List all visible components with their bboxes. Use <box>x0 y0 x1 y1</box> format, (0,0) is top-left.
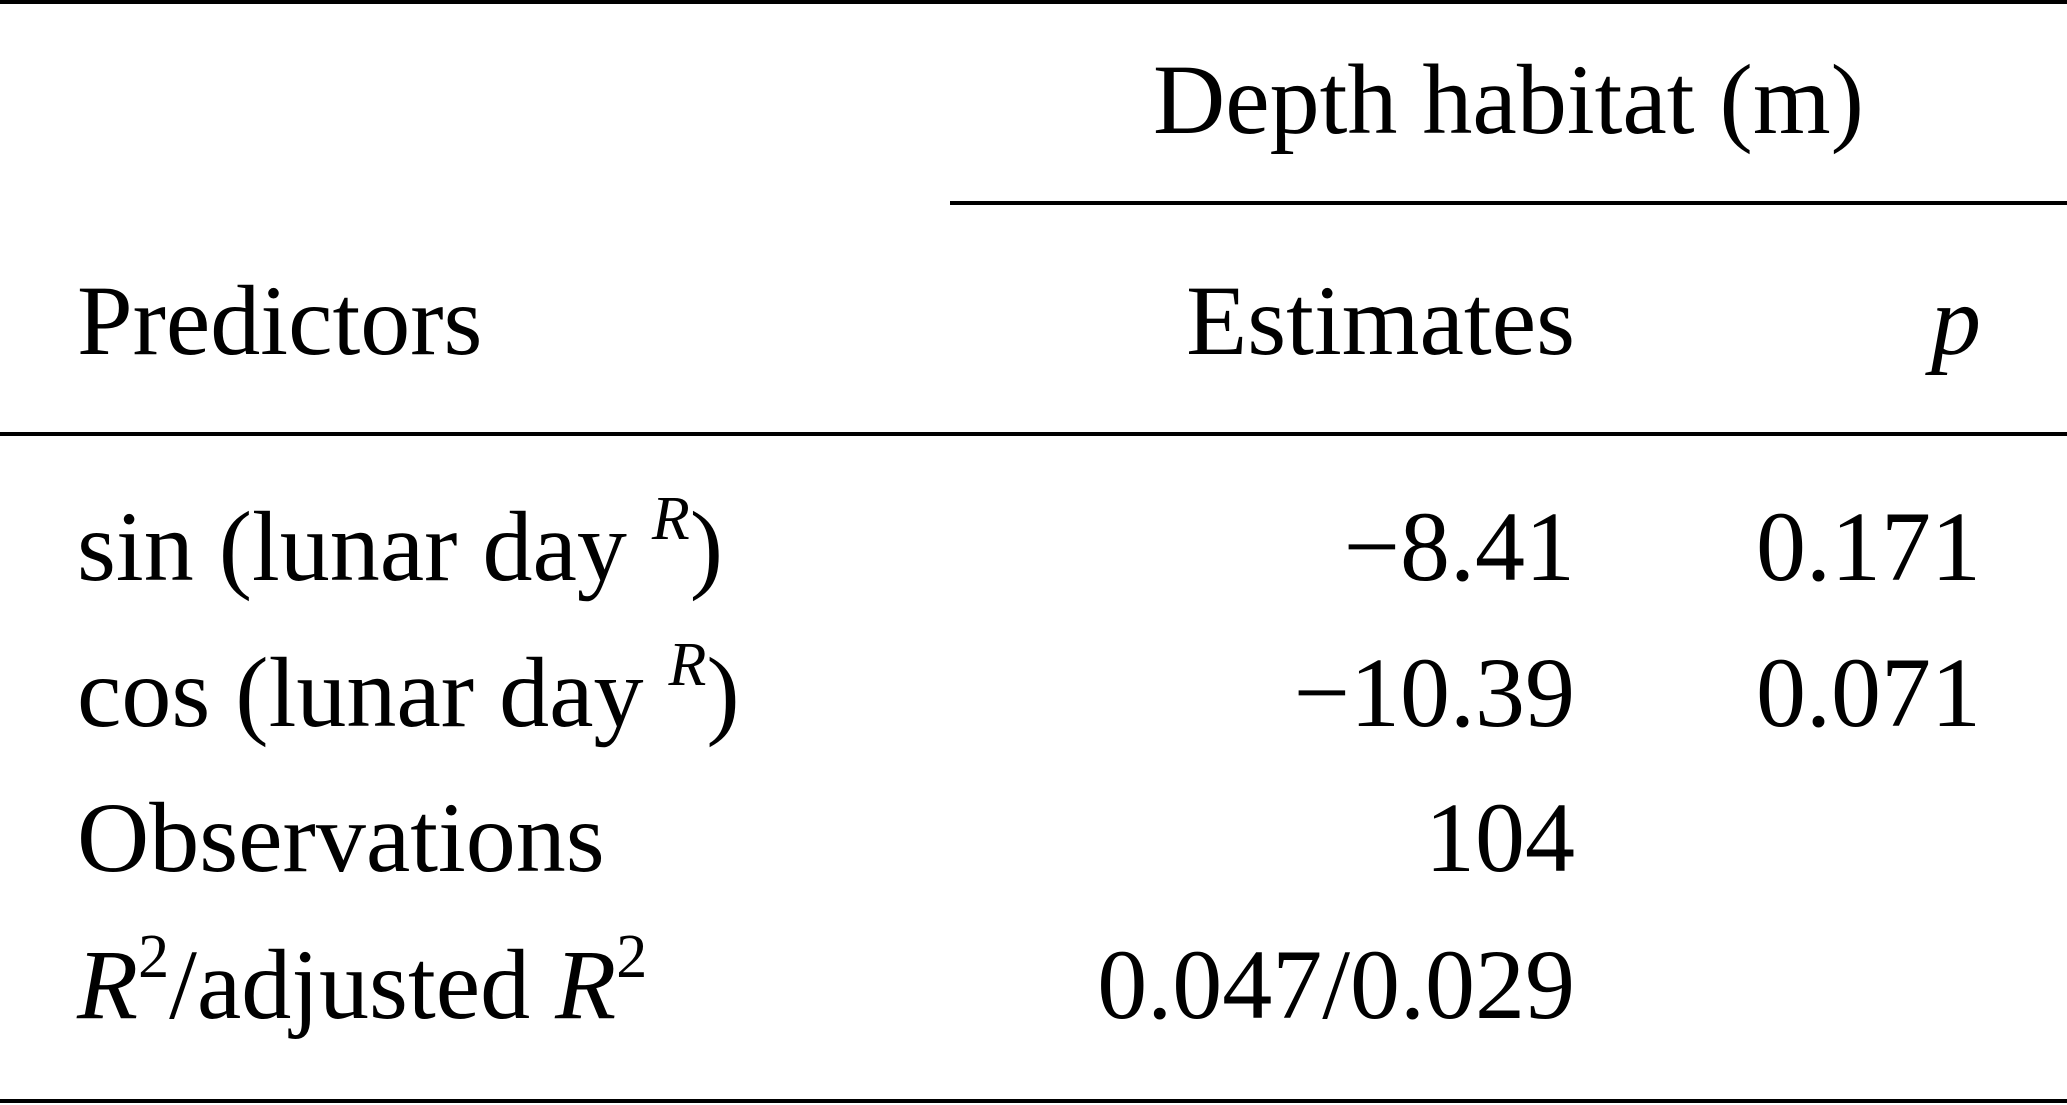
row-p-sin: 0.171 <box>1756 491 1981 602</box>
row-p-cos: 0.071 <box>1756 637 1981 748</box>
squared-superscript: 2 <box>616 923 648 992</box>
row-label-observations: Observations <box>77 782 605 893</box>
r-symbol: R <box>555 929 617 1040</box>
row-estimate-r-squared: 0.047/0.029 <box>1097 929 1575 1040</box>
row-estimate-observations: 104 <box>1425 782 1575 893</box>
row-estimate-cos: −10.39 <box>1293 637 1575 748</box>
row-label-text: /adjusted <box>169 929 556 1040</box>
bottom-rule <box>0 1099 2067 1103</box>
row-label-sin-lunar-day: sin (lunar day R) <box>77 488 723 597</box>
row-label-close: ) <box>706 637 740 748</box>
row-label-superscript: R <box>668 631 707 700</box>
row-label-text: cos (lunar day <box>77 637 669 748</box>
row-estimate-sin: −8.41 <box>1343 491 1575 602</box>
r-symbol: R <box>77 929 139 1040</box>
group-header-rule <box>950 201 2067 205</box>
row-label-superscript: R <box>651 485 690 554</box>
row-label-cos-lunar-day: cos (lunar day R) <box>77 634 740 743</box>
top-rule <box>0 0 2067 4</box>
column-header-estimates: Estimates <box>1186 265 1575 376</box>
row-label-text: sin (lunar day <box>77 491 652 602</box>
row-label-r-squared: R2/adjusted R2 <box>77 926 647 1035</box>
header-rule <box>0 432 2067 436</box>
column-header-p: p <box>1931 265 1981 376</box>
squared-superscript: 2 <box>138 923 170 992</box>
row-label-close: ) <box>689 491 724 602</box>
group-header-depth-habitat: Depth habitat (m) <box>1153 44 1864 155</box>
column-header-predictors: Predictors <box>77 265 483 376</box>
